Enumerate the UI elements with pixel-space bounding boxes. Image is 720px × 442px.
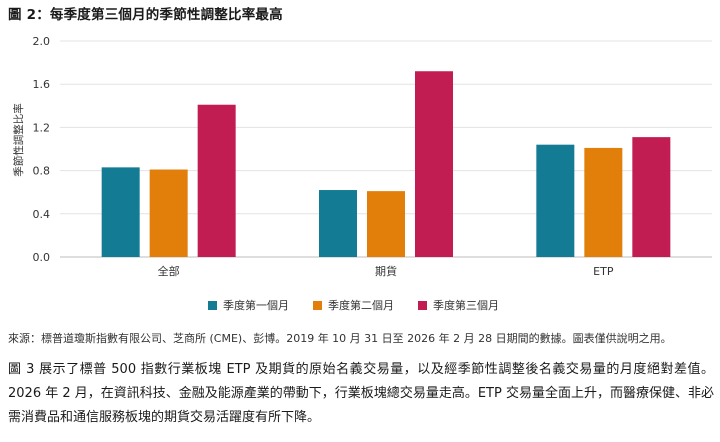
- x-tick-labels: 全部 期貨 ETP: [158, 264, 614, 278]
- y-axis-label: 季節性調整比率: [12, 103, 25, 177]
- x-tick-label: ETP: [593, 265, 614, 278]
- bar: [584, 147, 623, 257]
- legend-item: 季度第三個月: [418, 297, 499, 313]
- bar: [367, 191, 405, 257]
- bar: [632, 137, 671, 257]
- y-tick-label: 1.6: [33, 78, 51, 91]
- y-tick-labels: 0.0 0.4 0.8 1.2 1.6 2.0: [33, 35, 51, 264]
- bar: [415, 71, 453, 258]
- y-tick-label: 1.2: [33, 121, 51, 134]
- y-tick-label: 0.8: [33, 165, 51, 178]
- bar-chart: 0.0 0.4 0.8 1.2 1.6 2.0 全部 期貨 ETP 季節性調整比率: [12, 35, 712, 278]
- bars: [101, 71, 671, 258]
- legend-item: 季度第一個月: [208, 297, 289, 313]
- source-note: 來源：標普道瓊斯指數有限公司、芝商所 (CME)、彭博。2019 年 10 月 …: [8, 332, 672, 345]
- legend-item: 季度第二個月: [313, 297, 394, 313]
- legend-label: 季度第一個月: [223, 299, 289, 312]
- legend: 季度第一個月 季度第二個月 季度第三個月: [208, 297, 499, 313]
- legend-swatch: [418, 300, 427, 310]
- body-paragraph: 圖 3 展示了標普 500 指數行業板塊 ETP 及期貨的原始名義交易量，以及經…: [8, 362, 714, 425]
- bar: [149, 169, 188, 257]
- y-tick-label: 0.4: [33, 208, 51, 221]
- x-tick-label: 期貨: [375, 264, 397, 278]
- figure-title: 圖 2：每季度第三個月的季節性調整比率最高: [8, 7, 283, 23]
- legend-label: 季度第三個月: [433, 299, 499, 312]
- bar: [101, 167, 140, 257]
- y-tick-label: 0.0: [33, 251, 51, 264]
- legend-swatch: [208, 300, 217, 310]
- y-tick-label: 2.0: [33, 35, 51, 48]
- bar: [319, 190, 357, 257]
- legend-label: 季度第二個月: [328, 299, 394, 312]
- bar: [536, 144, 575, 257]
- legend-swatch: [313, 300, 322, 310]
- x-tick-label: 全部: [158, 264, 180, 278]
- bar: [197, 104, 236, 257]
